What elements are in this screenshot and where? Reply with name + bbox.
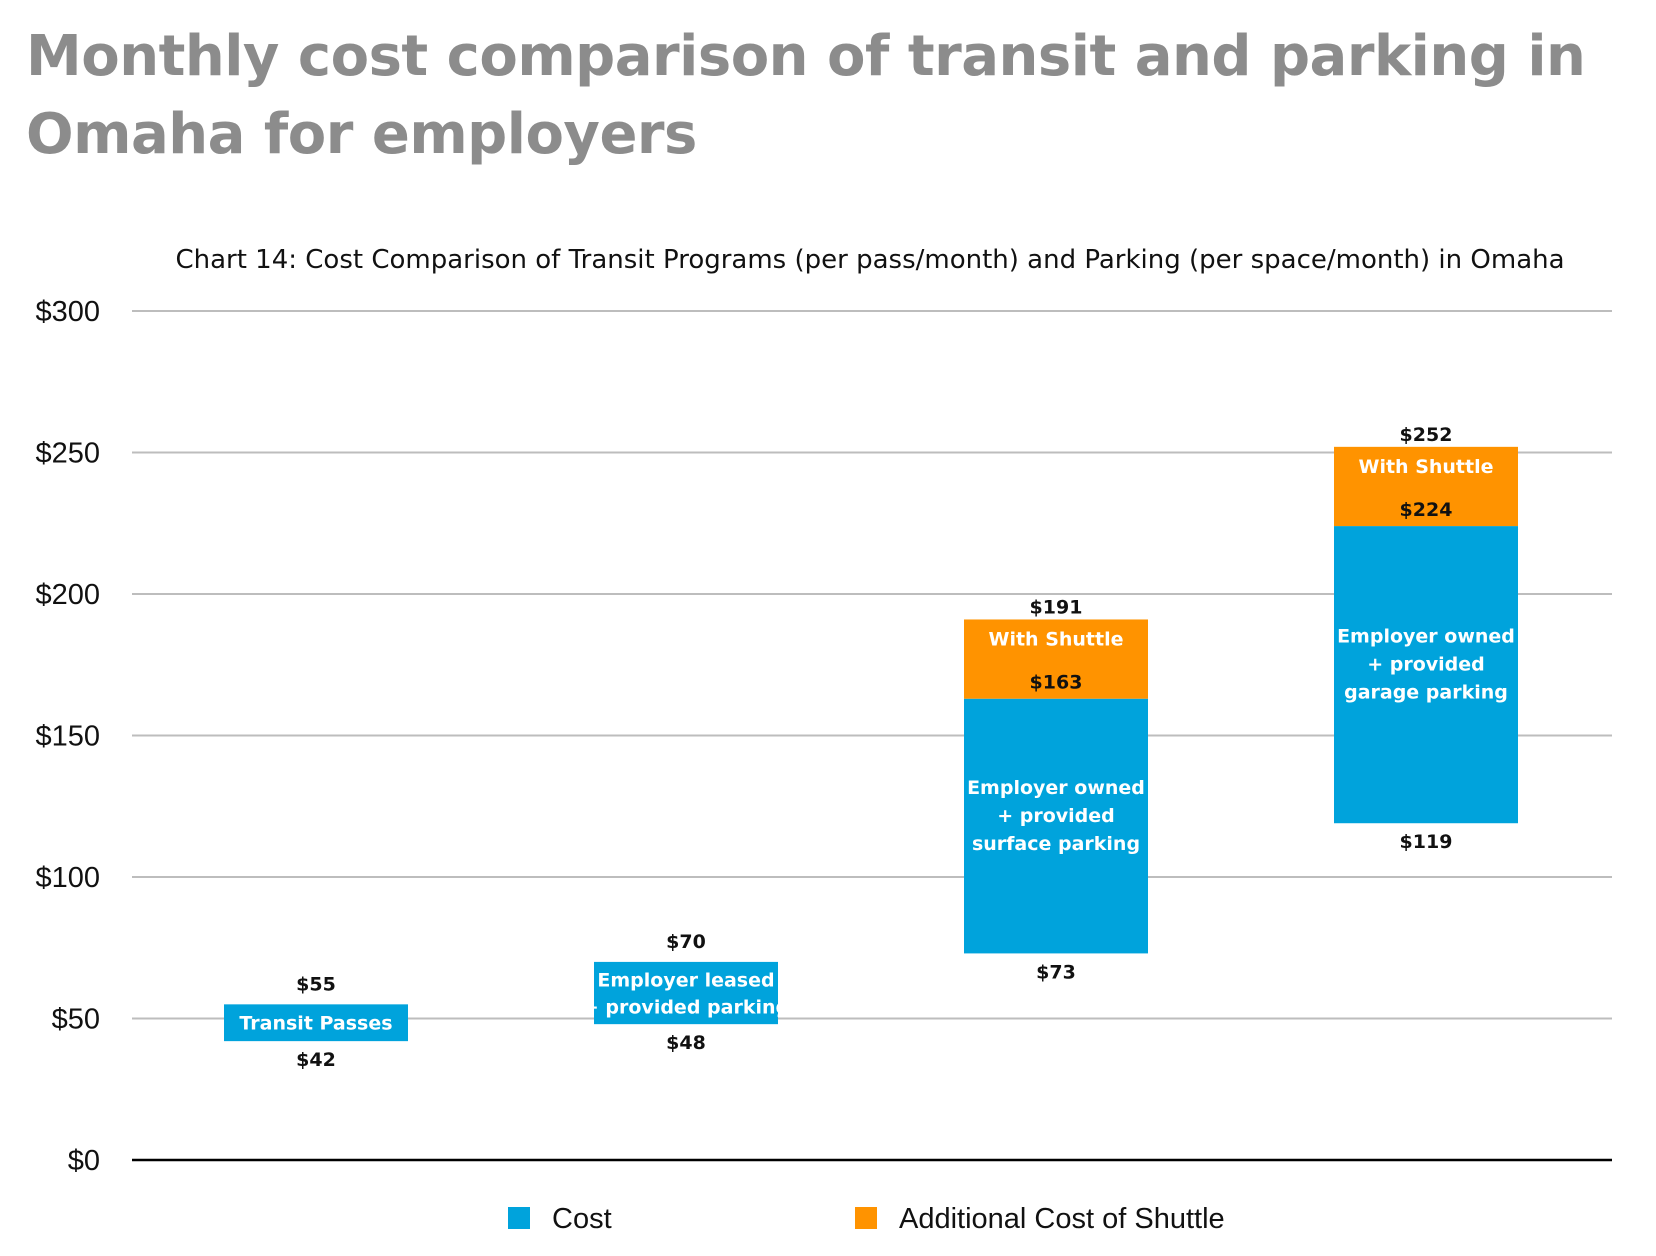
bar-category-label: Employer owned [1337,626,1515,648]
y-tick-label: $0 [68,1145,100,1177]
page-title: Monthly cost comparison of transit and p… [26,24,1586,167]
chart-title: Chart 14: Cost Comparison of Transit Pro… [175,245,1564,275]
bar-category-label: garage parking [1344,682,1508,704]
bar-category-label: Transit Passes [239,1013,392,1035]
bars [224,446,1518,1042]
y-tick-label: $150 [35,721,100,753]
y-tick-label: $200 [35,579,100,611]
bar-category-label: Employer owned [967,777,1145,799]
y-axis-ticks: $0 $50 $100 $150 $200 $250 $300 [35,296,100,1177]
bar-low-label: $119 [1400,831,1453,853]
y-tick-label: $100 [35,862,100,894]
bar-category-label: + provided parking [583,997,789,1019]
y-tick-label: $50 [52,1004,100,1036]
y-tick-label: $300 [35,296,100,328]
shuttle-bar [1334,446,1518,527]
data-labels: $42 $55 Transit Passes $48 $70 Employer lease… [239,424,1515,1071]
shuttle-bar-label: With Shuttle [989,628,1124,650]
legend-swatch [508,1207,530,1229]
bar-category-label: Employer leased [597,970,774,992]
bar-high-label: $70 [666,931,706,953]
shuttle-bar-label: With Shuttle [1359,456,1494,478]
cost-bar [224,1004,408,1042]
bar-category-label: surface parking [972,833,1140,855]
legend-label: Cost [552,1203,612,1235]
cost-bar [964,698,1148,954]
shuttle-top-label: $191 [1030,596,1083,618]
cost-bar [594,961,778,1025]
bar-low-label: $73 [1036,961,1076,983]
legend-label: Additional Cost of Shuttle [899,1203,1225,1235]
bar-category-label: + provided [1367,654,1485,676]
shuttle-bar [964,619,1148,699]
bar-low-label: $48 [666,1032,706,1054]
cost-bar [1334,526,1518,824]
y-tick-label: $250 [35,438,100,470]
legend-swatch [855,1207,877,1229]
bar-high-label: $163 [1030,672,1083,694]
bar-low-label: $42 [296,1049,336,1071]
bar-high-label: $224 [1400,499,1453,521]
bar-category-label: + provided [997,805,1115,827]
shuttle-top-label: $252 [1400,424,1453,446]
legend: Cost Additional Cost of Shuttle [508,1203,1225,1235]
bar-high-label: $55 [296,973,336,995]
